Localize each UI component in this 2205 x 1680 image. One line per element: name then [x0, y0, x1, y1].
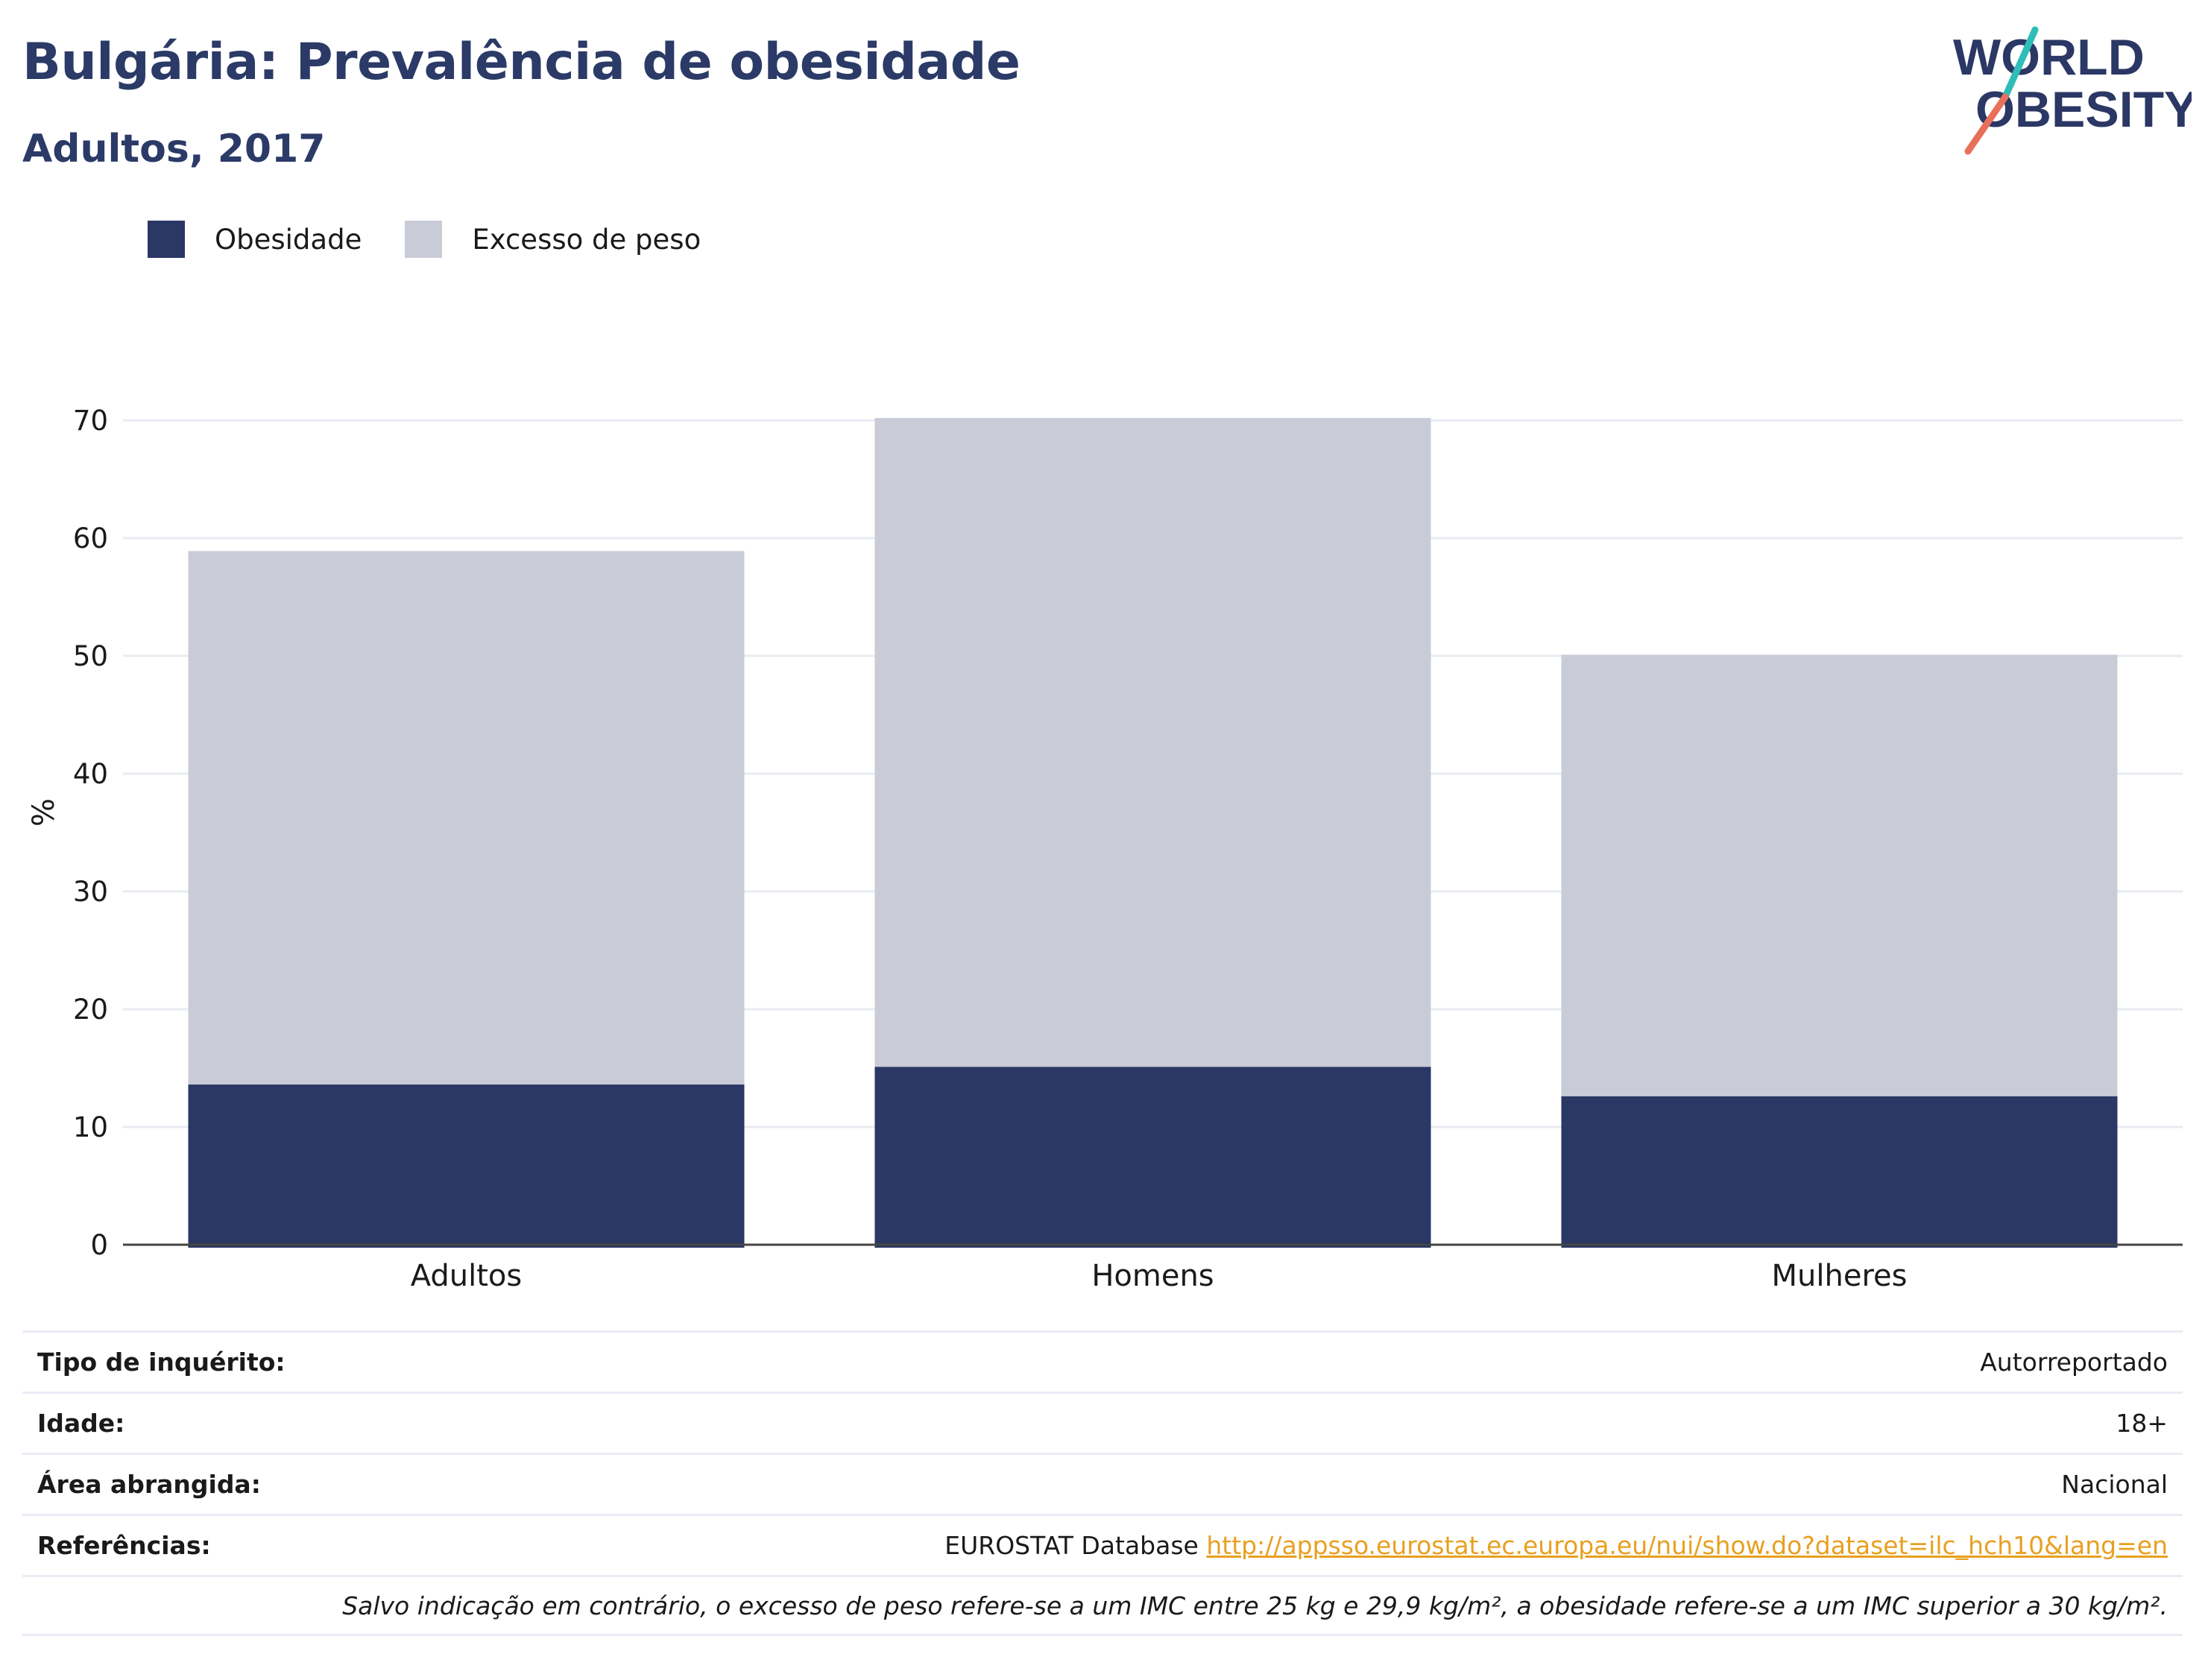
- references-link[interactable]: http://appsso.eurostat.ec.europa.eu/nui/…: [1206, 1531, 2168, 1560]
- legend-swatch-obesidade: [148, 221, 185, 258]
- y-tick-label: 70: [73, 405, 108, 437]
- references-label: Referências:: [37, 1531, 211, 1560]
- definition-note: Salvo indicação em contrário, o excesso …: [342, 1591, 2168, 1620]
- references-value: EUROSTAT Database http://appsso.eurostat…: [944, 1531, 2168, 1560]
- info-row-age: Idade: 18+: [22, 1392, 2183, 1453]
- info-row-references: Referências: EUROSTAT Database http://ap…: [22, 1514, 2183, 1575]
- y-tick-label: 10: [73, 1111, 108, 1143]
- legend-item-obesidade[interactable]: Obesidade: [148, 221, 362, 258]
- y-tick-label: 0: [90, 1229, 108, 1261]
- area-value: Nacional: [2061, 1470, 2168, 1499]
- bar-obesidade-mulheres: [1561, 1096, 2118, 1248]
- survey-type-label: Tipo de inquérito:: [37, 1348, 286, 1377]
- chart-legend: Obesidade Excesso de peso: [148, 221, 744, 258]
- bar-obesidade-adultos: [188, 1084, 745, 1248]
- info-row-note: Salvo indicação em contrário, o excesso …: [22, 1575, 2183, 1636]
- y-axis-label: %: [27, 798, 61, 827]
- y-tick-label: 30: [73, 876, 108, 908]
- y-tick-label: 20: [73, 994, 108, 1026]
- x-tick-label: Homens: [1091, 1259, 1214, 1293]
- age-value: 18+: [2116, 1409, 2168, 1438]
- legend-item-excesso-de-peso[interactable]: Excesso de peso: [405, 221, 701, 258]
- area-label: Área abrangida:: [37, 1470, 261, 1499]
- y-tick-label: 60: [73, 522, 108, 555]
- survey-type-value: Autorreportado: [1980, 1348, 2168, 1377]
- info-row-area: Área abrangida: Nacional: [22, 1453, 2183, 1514]
- survey-info-table: Tipo de inquérito: Autorreportado Idade:…: [22, 1330, 2183, 1636]
- info-row-survey-type: Tipo de inquérito: Autorreportado: [22, 1330, 2183, 1392]
- bar-chart: 0 10 20 30 40 50 60 70% Adultos Homens Mulheres: [27, 405, 2183, 1293]
- x-tick-label: Mulheres: [1772, 1259, 1908, 1293]
- legend-label: Obesidade: [215, 223, 362, 256]
- age-label: Idade:: [37, 1409, 125, 1438]
- world-obesity-logo: WORLD OBESITY: [1953, 26, 2192, 155]
- chart-subtitle: Adultos, 2017: [22, 127, 326, 171]
- bar-obesidade-homens: [874, 1067, 1431, 1248]
- y-tick-label: 50: [73, 640, 108, 672]
- legend-label: Excesso de peso: [472, 223, 701, 256]
- x-tick-label: Adultos: [411, 1259, 523, 1293]
- y-tick-label: 40: [73, 758, 108, 790]
- legend-swatch-excesso-de-peso: [405, 221, 443, 258]
- chart-title: Bulgária: Prevalência de obesidade: [22, 33, 1021, 92]
- logo-line1: WORLD: [1953, 29, 2145, 86]
- references-source: EUROSTAT Database: [944, 1531, 1199, 1560]
